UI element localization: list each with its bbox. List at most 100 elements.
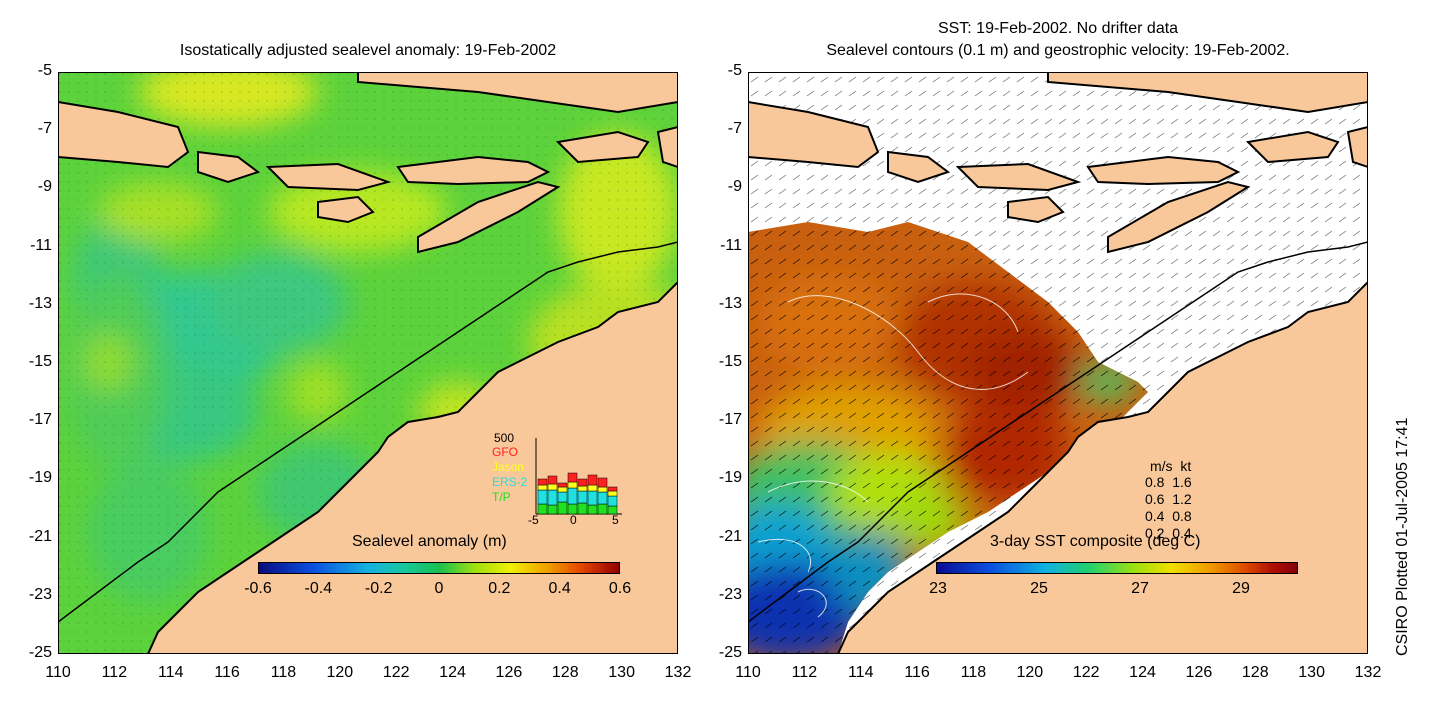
histogram-bar-segment [547, 504, 558, 515]
satellite-histogram-xtick: 5 [612, 513, 619, 527]
x-tick-label: 112 [791, 664, 818, 681]
y-tick-label: -21 [28, 527, 52, 545]
histogram-bar-segment [537, 503, 548, 515]
y-tick-label: -11 [30, 236, 52, 254]
sealevel-colorbar-tick: -0.2 [364, 580, 393, 597]
x-tick-label: 130 [1298, 664, 1325, 681]
satellite-legend-t/p: T/P [492, 490, 511, 504]
y-tick-label: -15 [28, 353, 52, 370]
x-tick-label: 128 [1241, 664, 1269, 681]
histogram-bar-segment [577, 485, 588, 492]
y-tick-label: -13 [28, 294, 52, 312]
satellite-legend-ers-2: ERS-2 [492, 475, 528, 489]
histogram-bar-segment [577, 502, 588, 515]
velocity-legend-row: 0.2 0.4 [1145, 525, 1192, 541]
histogram-bar-segment [587, 484, 598, 492]
sst-colorbar-tick: 23 [929, 580, 947, 597]
y-tick-label: -25 [718, 644, 742, 661]
x-tick-label: 118 [270, 664, 297, 681]
y-tick-label: -7 [37, 120, 52, 138]
y-tick-label: -11 [720, 236, 742, 254]
x-tick-label: 114 [847, 664, 874, 681]
x-tick-label: 110 [735, 664, 761, 681]
histogram-bar-segment [547, 475, 558, 485]
x-tick-label: 116 [904, 664, 930, 681]
sst-colorbar [936, 562, 1298, 574]
sst-colorbar-tick: 25 [1030, 580, 1048, 597]
x-tick-label: 122 [1072, 664, 1100, 681]
sealevel-colorbar [258, 562, 620, 574]
sst-colorbar-tick: 27 [1131, 580, 1149, 597]
satellite-legend-gfo: GFO [492, 445, 518, 459]
histogram-bar-segment [597, 477, 608, 488]
histogram-bar-segment [567, 472, 578, 483]
y-tick-label: -23 [28, 585, 52, 603]
satellite-histogram-xtick: 0 [570, 513, 577, 527]
sealevel-colorbar-tick: 0.2 [488, 580, 511, 597]
x-tick-label: 118 [960, 664, 987, 681]
histogram-bar-segment [597, 491, 608, 505]
histogram-bar-segment [587, 504, 598, 515]
y-tick-label: -7 [727, 120, 742, 138]
velocity-legend-row: 0.4 0.8 [1145, 508, 1192, 524]
histogram-bar-segment [547, 483, 558, 491]
x-tick-label: 116 [214, 664, 240, 681]
y-tick-label: -9 [37, 178, 52, 196]
histogram-bar-segment [557, 501, 568, 515]
velocity-legend-row: 0.6 1.2 [1145, 491, 1192, 507]
y-tick-label: -15 [718, 353, 742, 370]
x-tick-label: 128 [551, 664, 579, 681]
x-tick-label: 126 [1185, 664, 1213, 681]
x-tick-label: 130 [608, 664, 635, 681]
sealevel-colorbar-tick: -0.4 [304, 580, 333, 597]
y-tick-label: -17 [718, 411, 742, 429]
x-tick-label: 132 [664, 664, 692, 681]
plot-credit: CSIRO Plotted 01-Jul-2005 17:41 [1394, 417, 1411, 656]
histogram-bar-segment [577, 490, 588, 504]
x-tick-label: 132 [1354, 664, 1382, 681]
x-tick-label: 124 [439, 664, 466, 681]
y-tick-label: -19 [718, 469, 742, 487]
y-tick-label: -23 [718, 585, 742, 603]
x-tick-label: 122 [382, 664, 410, 681]
sealevel-colorbar-tick: -0.6 [244, 580, 272, 597]
satellite-legend-jason: Jason [492, 460, 525, 474]
histogram-bar-segment [587, 474, 598, 486]
velocity-legend-row: 0.8 1.6 [1145, 474, 1192, 490]
histogram-bar-segment [557, 482, 568, 488]
left-map-title: Isostatically adjusted sealevel anomaly:… [179, 42, 557, 59]
satellite-count-histogram [535, 438, 622, 515]
x-tick-label: 114 [157, 664, 184, 681]
histogram-bar-segment [607, 490, 618, 497]
sealevel-anomaly-map [58, 72, 678, 654]
sst-colorbar-label: 3-day SST composite (deg C) [990, 533, 1201, 550]
histogram-bar-segment [537, 478, 548, 486]
y-tick-label: -5 [727, 62, 742, 79]
histogram-bar-segment [557, 486, 568, 493]
histogram-bar-segment [597, 503, 608, 515]
right-map-title-line1: SST: 19-Feb-2002. No drifter data [937, 20, 1179, 37]
x-tick-label: 126 [495, 664, 523, 681]
histogram-bar-segment [587, 490, 598, 506]
sealevel-colorbar-label: Sealevel anomaly (m) [352, 533, 507, 550]
histogram-bar-segment [537, 484, 548, 491]
sealevel-colorbar-tick: 0.6 [608, 580, 632, 597]
x-tick-label: 110 [45, 664, 71, 681]
y-tick-label: -13 [718, 294, 742, 312]
x-tick-label: 120 [1016, 664, 1044, 681]
y-tick-label: -9 [727, 178, 742, 196]
y-tick-label: -17 [28, 411, 52, 429]
sealevel-colorbar-tick: 0.4 [548, 580, 571, 597]
velocity-legend-header: m/s kt [1150, 458, 1192, 474]
histogram-bar-segment [567, 481, 578, 489]
histogram-bar-segment [607, 495, 618, 507]
histogram-bar-segment [597, 486, 608, 493]
x-tick-label: 120 [326, 664, 354, 681]
histogram-bar-segment [537, 489, 548, 505]
histogram-bar-segment [567, 487, 578, 505]
sealevel-colorbar-tick: 0 [434, 580, 444, 597]
sst-colorbar-tick: 29 [1232, 580, 1250, 597]
histogram-bar-segment [607, 486, 618, 492]
y-tick-label: -5 [37, 62, 52, 79]
sst-velocity-map [748, 72, 1368, 654]
